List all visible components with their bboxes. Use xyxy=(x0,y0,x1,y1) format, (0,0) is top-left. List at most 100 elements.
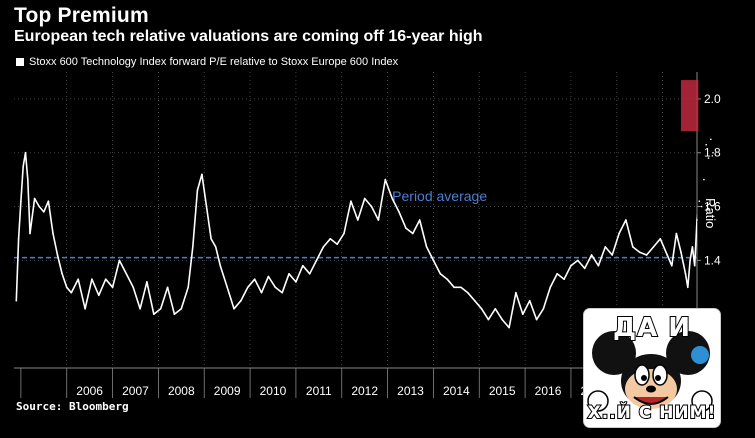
data-point xyxy=(703,178,705,181)
data-point xyxy=(173,313,176,316)
x-tick-label: 2015 xyxy=(489,384,516,398)
data-point xyxy=(405,227,407,229)
data-point xyxy=(696,219,698,221)
data-point xyxy=(15,299,18,302)
data-point xyxy=(684,273,687,275)
x-tick-label: 2007 xyxy=(122,384,149,398)
data-point xyxy=(710,138,712,141)
data-point xyxy=(267,275,270,278)
data-point xyxy=(210,238,212,240)
data-point xyxy=(274,286,277,289)
data-point xyxy=(659,238,662,240)
period-average-label: Period average xyxy=(392,188,487,204)
data-point xyxy=(549,286,552,289)
data-point xyxy=(577,259,579,262)
series-line xyxy=(15,151,697,329)
data-point xyxy=(132,286,134,289)
x-tick-label: 2014 xyxy=(443,384,470,398)
legend-label: Stoxx 600 Technology Index forward P/E r… xyxy=(29,56,399,68)
data-point xyxy=(625,219,627,221)
data-point xyxy=(219,264,222,267)
data-point xyxy=(70,291,73,294)
data-point xyxy=(480,308,483,310)
data-point xyxy=(38,205,40,208)
data-point xyxy=(398,211,400,213)
data-point xyxy=(645,254,648,256)
data-point xyxy=(453,286,455,289)
data-point xyxy=(65,286,68,289)
data-point xyxy=(159,308,162,310)
data-point xyxy=(61,273,63,275)
data-point xyxy=(687,286,689,289)
data-point xyxy=(691,246,694,248)
chart-legend: Stoxx 600 Technology Index forward P/E r… xyxy=(16,56,398,68)
data-point xyxy=(240,299,242,302)
source-note: Source: Bloomberg xyxy=(16,400,129,413)
data-point xyxy=(418,219,421,221)
data-point xyxy=(336,243,339,245)
data-point xyxy=(384,178,387,181)
data-point xyxy=(27,178,29,181)
data-point xyxy=(693,264,696,267)
data-point xyxy=(84,308,86,310)
data-point xyxy=(288,273,290,275)
legend-swatch xyxy=(16,58,24,66)
data-point xyxy=(33,197,36,200)
data-point xyxy=(377,219,380,221)
data-point xyxy=(535,318,538,321)
page-subtitle: European tech relative valuations are co… xyxy=(14,28,483,45)
data-point xyxy=(315,259,318,262)
data-point xyxy=(43,211,45,213)
data-point xyxy=(501,318,504,321)
data-point xyxy=(467,291,469,294)
data-point xyxy=(508,326,510,329)
data-point xyxy=(139,308,141,310)
data-point xyxy=(680,251,682,254)
y-tick-label: 1.6 xyxy=(704,200,721,214)
data-point xyxy=(47,200,50,202)
data-point xyxy=(528,299,531,302)
sticker-bottom-text: Х..Й С НИМ! xyxy=(587,402,717,424)
data-point xyxy=(201,173,203,176)
data-point xyxy=(671,264,673,267)
y-axis-label: Ratio xyxy=(703,198,718,229)
data-point xyxy=(638,251,641,254)
data-point xyxy=(118,259,121,262)
x-tick-label: 2008 xyxy=(168,384,195,398)
data-point xyxy=(146,281,148,283)
data-point xyxy=(302,264,304,267)
cartoon-mouse-image xyxy=(584,309,720,427)
data-point xyxy=(597,264,600,267)
data-point xyxy=(556,273,558,275)
data-point xyxy=(570,264,572,267)
x-tick-label: 2010 xyxy=(260,384,287,398)
data-point xyxy=(17,238,20,240)
data-point xyxy=(446,278,449,281)
data-point xyxy=(253,278,256,281)
data-point xyxy=(712,151,714,154)
data-point xyxy=(363,197,366,200)
data-point xyxy=(700,205,703,208)
data-point xyxy=(487,318,490,321)
data-point xyxy=(226,286,228,289)
data-point xyxy=(439,273,442,275)
data-point xyxy=(632,246,634,248)
data-point xyxy=(98,294,100,297)
data-point xyxy=(432,259,435,262)
x-tick-label: 2013 xyxy=(397,384,424,398)
data-point xyxy=(494,308,497,310)
data-point xyxy=(412,232,414,235)
data-point xyxy=(260,291,263,294)
data-point xyxy=(542,308,545,310)
data-point xyxy=(20,200,22,202)
data-point xyxy=(24,151,27,154)
data-point xyxy=(295,281,297,283)
data-point xyxy=(370,205,373,208)
data-point xyxy=(563,278,565,281)
data-point xyxy=(153,313,155,316)
data-point xyxy=(689,259,691,262)
data-point xyxy=(357,219,359,221)
data-point xyxy=(22,165,25,167)
data-point xyxy=(104,278,107,281)
data-point xyxy=(233,308,235,310)
